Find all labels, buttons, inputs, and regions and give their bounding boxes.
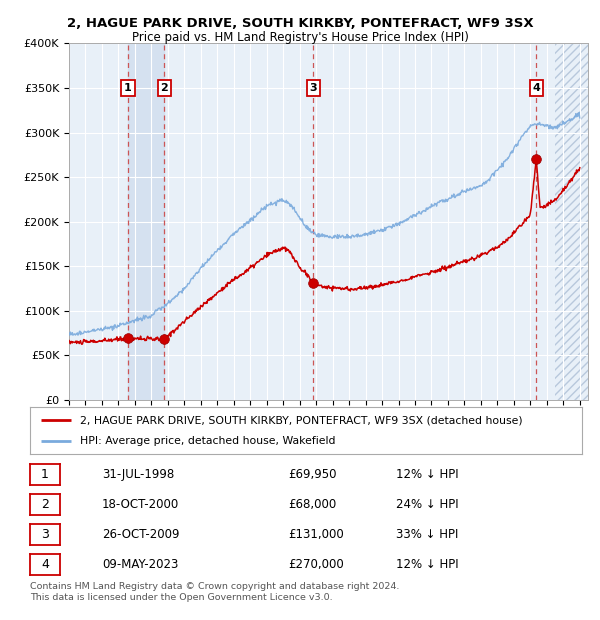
Text: 26-OCT-2009: 26-OCT-2009 [102,528,179,541]
Text: 09-MAY-2023: 09-MAY-2023 [102,558,178,570]
Text: 24% ↓ HPI: 24% ↓ HPI [396,498,458,511]
Text: 3: 3 [310,83,317,93]
Text: 2, HAGUE PARK DRIVE, SOUTH KIRKBY, PONTEFRACT, WF9 3SX (detached house): 2, HAGUE PARK DRIVE, SOUTH KIRKBY, PONTE… [80,415,523,425]
Text: 2, HAGUE PARK DRIVE, SOUTH KIRKBY, PONTEFRACT, WF9 3SX: 2, HAGUE PARK DRIVE, SOUTH KIRKBY, PONTE… [67,17,533,30]
Text: 12% ↓ HPI: 12% ↓ HPI [396,558,458,570]
Bar [555,25,596,400]
Text: 33% ↓ HPI: 33% ↓ HPI [396,528,458,541]
Text: Price paid vs. HM Land Registry's House Price Index (HPI): Price paid vs. HM Land Registry's House … [131,31,469,44]
Text: 3: 3 [41,528,49,541]
Bar [128,43,164,400]
Text: HPI: Average price, detached house, Wakefield: HPI: Average price, detached house, Wake… [80,436,335,446]
Text: £69,950: £69,950 [288,469,337,481]
Text: 2: 2 [161,83,168,93]
Text: £270,000: £270,000 [288,558,344,570]
Text: 18-OCT-2000: 18-OCT-2000 [102,498,179,511]
Text: 1: 1 [124,83,132,93]
Text: 12% ↓ HPI: 12% ↓ HPI [396,469,458,481]
Text: £131,000: £131,000 [288,528,344,541]
Text: 1: 1 [41,469,49,481]
Text: 4: 4 [532,83,540,93]
Text: Contains HM Land Registry data © Crown copyright and database right 2024.
This d: Contains HM Land Registry data © Crown c… [30,582,400,601]
Text: £68,000: £68,000 [288,498,336,511]
Text: 2: 2 [41,498,49,511]
Text: 4: 4 [41,558,49,570]
Text: 31-JUL-1998: 31-JUL-1998 [102,469,174,481]
